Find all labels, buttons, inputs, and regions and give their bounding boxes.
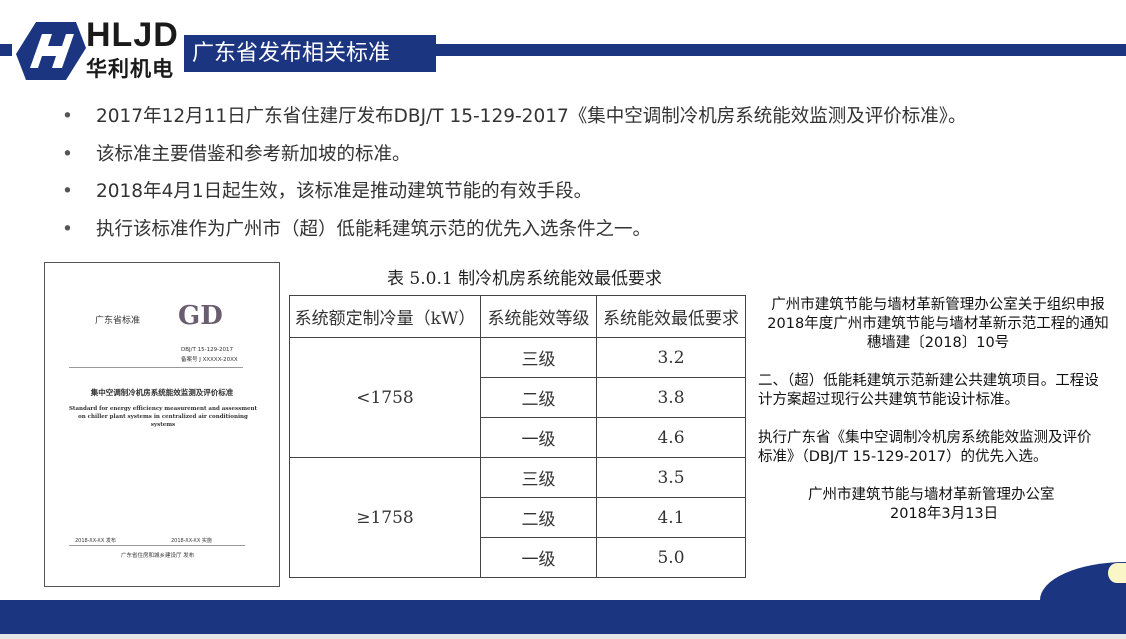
table-caption: 表 5.0.1 制冷机房系统能效最低要求 [387,269,663,289]
bullet-item: 2018年4月1日起生效，该标准是推动建筑节能的有效手段。 [62,173,1102,211]
gd-emblem: GD [178,301,223,331]
logo-mark-icon [16,22,86,80]
page-title: 广东省发布相关标准 [184,35,436,72]
table-row: 一级 5.0 [290,537,746,578]
notice-text: 广州市建筑节能与墙材革新管理办公室关于组织申报2018年度广州市建筑节能与墙材革… [758,296,1118,524]
efficiency-table: 系统额定制冷量（kW） 系统能效等级 系统能效最低要求 <1758 三级 3.2 二… [289,295,746,578]
company-logo: HLJD 华利机电 [14,18,184,82]
table-row: ≥1758 三级 3.5 [289,457,746,578]
footer-bar [0,600,1126,634]
bullet-item: 2017年12月11日广东省住建厅发布DBJ/T 15-129-2017《集中空… [62,98,1102,136]
table-row: <1758 三级 3.2 [289,337,746,458]
notice-paragraph: 二、（超）低能耗建筑示范新建公共建筑项目。工程设计方案超过现行公共建筑节能设计标… [758,373,1099,408]
table-row: 二级 3.8 [290,377,746,418]
notice-date: 2018年3月13日 [890,506,999,522]
notice-title: 广州市建筑节能与墙材革新管理办公室关于组织申报2018年度广州市建筑节能与墙材革… [767,297,1109,332]
header-rule [0,44,1126,56]
table-row: 二级 4.1 [290,497,746,538]
standard-cover-image: 广东省标准 GD DBJ/T 15-129-2017 备案号 J XXXXX-2… [44,262,280,587]
decorative-glow [1108,563,1126,583]
bullet-item: 执行该标准作为广州市（超）低能耗建筑示范的优先入选条件之一。 [62,211,1102,249]
table-row: 一级 4.6 [290,417,746,458]
notice-paragraph: 执行广东省《集中空调制冷机房系统能效监测及评价标准》（DBJ/T 15-129-… [758,430,1092,465]
notice-number: 穗墙建〔2018〕10号 [866,335,1010,351]
notice-signer: 广州市建筑节能与墙材革新管理办公室 [808,487,1055,503]
bullet-list: 2017年12月11日广东省住建厅发布DBJ/T 15-129-2017《集中空… [62,98,1102,248]
footer-edge [0,634,1126,639]
bullet-item: 该标准主要借鉴和参考新加坡的标准。 [62,136,1102,174]
table-header-row: 系统额定制冷量（kW） 系统能效等级 系统能效最低要求 [289,295,746,338]
